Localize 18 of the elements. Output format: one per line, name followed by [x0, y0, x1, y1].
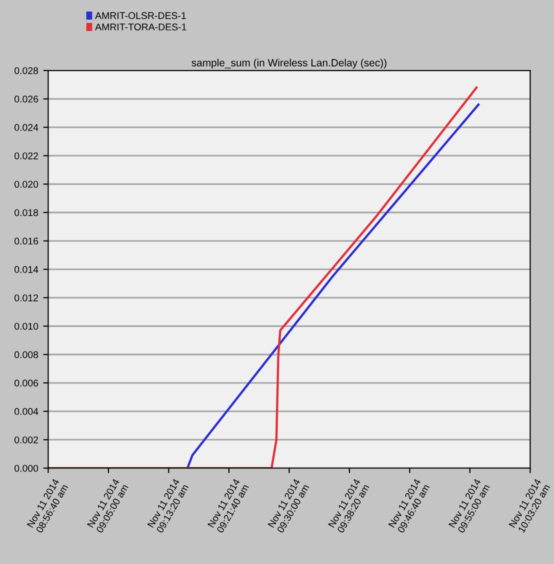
y-tick-label: 0.024 — [14, 124, 38, 131]
y-tick-label: 0.018 — [14, 209, 38, 216]
legend-label: AMRIT-TORA-DES-1 — [95, 24, 186, 30]
y-tick-label: 0.014 — [14, 266, 38, 273]
y-tick-label: 0.016 — [14, 238, 38, 245]
y-tick-label: 0.026 — [14, 96, 38, 103]
y-tick-label: 0.028 — [14, 67, 38, 74]
chart-title: sample_sum (in Wireless Lan.Delay (sec)) — [192, 58, 386, 68]
y-tick-label: 0.000 — [14, 464, 38, 472]
y-tick-label: 0.010 — [14, 322, 38, 330]
y-tick-label: 0.022 — [14, 152, 38, 160]
y-tick-label: 0.020 — [14, 180, 38, 188]
y-tick-label: 0.004 — [14, 408, 38, 415]
y-tick-label: 0.012 — [14, 294, 38, 302]
y-tick-label: 0.002 — [14, 436, 38, 444]
y-tick-label: 0.008 — [14, 351, 38, 358]
y-tick-label: 0.006 — [14, 380, 38, 387]
legend-label: AMRIT-OLSR-DES-1 — [95, 12, 186, 20]
